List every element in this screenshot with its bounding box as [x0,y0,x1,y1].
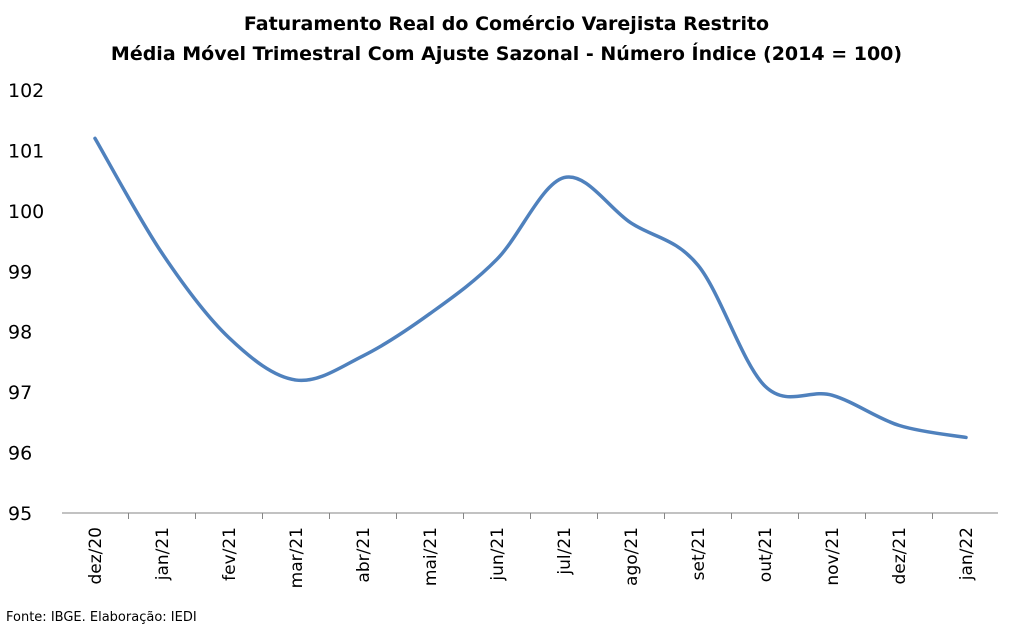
data-point [830,393,834,397]
x-tick-label: jul/21 [555,527,575,576]
data-point [428,312,432,316]
x-tick-label: ago/21 [622,527,642,586]
x-tick-label: mar/21 [287,527,307,588]
data-point [361,354,365,358]
y-tick-label: 100 [8,201,44,223]
series-line [93,136,968,440]
chart-subtitle: Média Móvel Trimestral Com Ajuste Sazona… [110,43,903,65]
data-point [696,263,700,267]
x-tick-label: dez/20 [86,527,106,585]
x-tick-label: jan/22 [957,527,977,581]
x-tick-label: mai/21 [421,527,441,586]
data-point [93,136,97,140]
source-note: Fonte: IBGE. Elaboração: IEDI [6,610,197,625]
data-point [160,251,164,255]
chart-title: Faturamento Real do Comércio Varejista R… [243,13,770,35]
x-axis: dez/20 jan/21 fev/21 mar/21 abr/21 mai/21 jun/… [62,512,998,588]
data-point [629,221,633,225]
x-tick-label: abr/21 [354,527,374,583]
data-point [294,378,298,382]
y-tick-label: 95 [8,503,32,525]
data-point [964,435,968,439]
data-point [562,176,566,180]
data-point [763,384,767,388]
y-tick-label: 99 [8,261,32,283]
x-tick-label: fev/21 [220,527,240,581]
x-tick-label: jun/21 [488,527,508,582]
x-tick-label: dez/21 [890,527,910,585]
x-tick-label: out/21 [756,527,776,582]
y-tick-label: 97 [8,382,32,404]
series-layer [93,136,968,440]
y-tick-label: 98 [8,322,32,344]
y-tick-label: 101 [8,140,44,162]
y-tick-label: 96 [8,443,32,465]
x-tick-label: set/21 [689,527,709,580]
data-point [897,423,901,427]
y-axis: 95 96 97 98 99 100 101 102 [8,80,44,525]
x-tick-label: jan/21 [153,527,173,581]
data-point [495,257,499,261]
x-tick-label: nov/21 [823,527,843,586]
data-point [227,336,231,340]
y-tick-label: 102 [8,80,44,102]
